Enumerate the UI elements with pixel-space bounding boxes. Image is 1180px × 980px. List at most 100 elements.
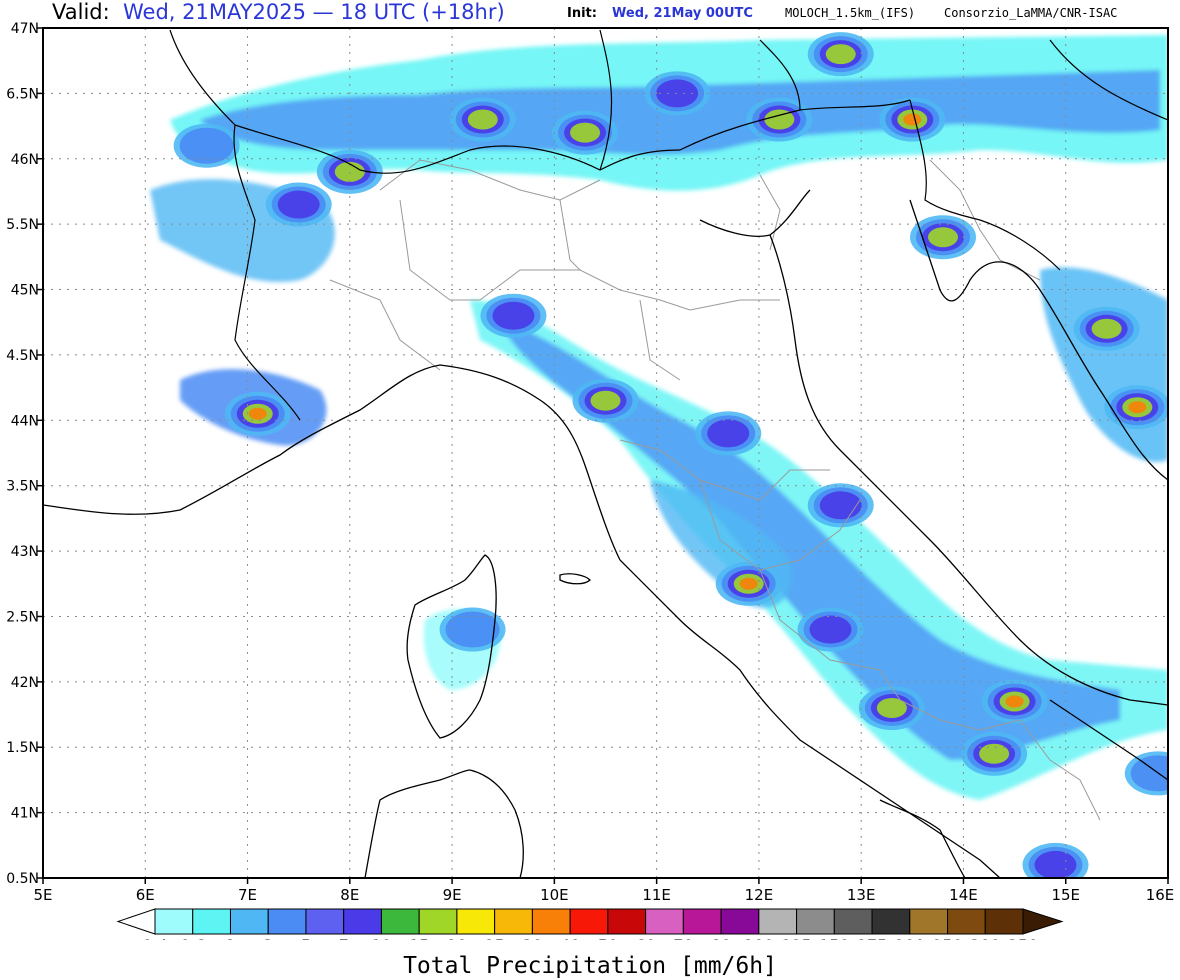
colorbar-swatch bbox=[305, 908, 345, 935]
colorbar-swatch bbox=[909, 908, 949, 935]
precip-cell bbox=[439, 607, 506, 652]
precip-contour bbox=[492, 301, 535, 330]
precip-cell bbox=[797, 607, 864, 652]
precip-cell bbox=[480, 293, 547, 338]
colorbar-swatch bbox=[833, 908, 873, 935]
colorbar-swatch bbox=[154, 908, 194, 935]
precip-cell bbox=[1104, 385, 1168, 430]
colorbar-label: 0.4 bbox=[142, 936, 167, 940]
colorbar-label: 175 bbox=[857, 936, 888, 940]
lat-tick-label: 5.5N bbox=[6, 217, 39, 233]
precip-contour bbox=[876, 698, 907, 718]
precip-cell bbox=[173, 123, 240, 168]
colorbar-max-arrow bbox=[1022, 908, 1064, 935]
colorbar-label: 100 bbox=[744, 936, 775, 940]
map-header: Valid: Wed, 21MAY2025 — 18 UTC (+18hr) I… bbox=[0, 0, 1180, 26]
precip-cell bbox=[644, 71, 711, 116]
precip-cell bbox=[981, 679, 1048, 724]
precip-contour bbox=[764, 109, 795, 130]
lat-tick-label: 0.5N bbox=[6, 871, 39, 887]
precip-contour bbox=[1005, 695, 1024, 708]
lat-tick-label: 46N bbox=[11, 152, 39, 168]
colorbar-min-arrow bbox=[116, 908, 156, 935]
colorbar-swatch bbox=[192, 908, 231, 935]
precip-cell bbox=[858, 686, 925, 730]
precipitation-cells bbox=[173, 32, 1168, 878]
precip-contour bbox=[903, 113, 922, 126]
model-name: MOLOCH_1.5km_(IFS) bbox=[785, 6, 916, 20]
lat-tick-label: 2.5N bbox=[6, 609, 39, 625]
colorbar-label: 60 bbox=[635, 936, 655, 940]
precip-contour bbox=[928, 227, 958, 248]
lat-lon-grid bbox=[43, 28, 1168, 878]
lon-tick-label: 13E bbox=[847, 886, 876, 904]
coastlines bbox=[43, 189, 1168, 878]
lat-tick-label: 42N bbox=[11, 675, 39, 691]
lon-tick-label: 15E bbox=[1051, 886, 1080, 904]
precip-contour bbox=[825, 44, 856, 65]
colorbar-swatch bbox=[494, 908, 533, 935]
colorbar-label: 10 bbox=[371, 936, 391, 940]
precip-cell bbox=[316, 149, 383, 194]
longitude-axis: 5E 6E 7E 8E 9E 10E 11E 12E 13E 14E 15E 16E bbox=[33, 878, 1174, 904]
coast-istria-croatia bbox=[909, 199, 1168, 481]
lat-tick-label: 45N bbox=[11, 283, 39, 299]
precip-contour bbox=[445, 611, 500, 648]
colorbar-label: 0.6 bbox=[180, 936, 205, 940]
colorbar-label: 20 bbox=[447, 936, 467, 940]
colorbar-swatch bbox=[418, 908, 458, 935]
colorbar-label: 300 bbox=[970, 936, 1001, 940]
colorbar-swatch bbox=[645, 908, 684, 935]
colorbar-swatch bbox=[343, 908, 382, 935]
colorbar-label: 40 bbox=[560, 936, 580, 940]
lon-tick-label: 10E bbox=[540, 886, 569, 904]
precip-contour bbox=[707, 419, 750, 448]
border-austria-italy bbox=[679, 99, 911, 151]
credit-text: Consorzio_LaMMA/CNR-ISAC bbox=[944, 6, 1118, 20]
national-borders bbox=[169, 29, 1168, 421]
colorbar-label: 30 bbox=[522, 936, 542, 940]
precip-contour bbox=[467, 109, 498, 130]
precip-cell bbox=[1124, 751, 1168, 796]
valid-label: Valid: bbox=[52, 0, 110, 24]
coast-ligurian bbox=[43, 364, 621, 561]
precip-cell bbox=[1073, 306, 1140, 351]
lon-tick-label: 12E bbox=[745, 886, 774, 904]
precip-cell bbox=[1022, 842, 1089, 878]
precip-cell bbox=[961, 731, 1028, 776]
lon-tick-label: 6E bbox=[136, 886, 155, 904]
latitude-axis: 0.5N 41N 1.5N 42N 2.5N 43N 3.5N 44N 4.5N 45N 5.5N 4… bbox=[6, 21, 43, 887]
lon-tick-label: 5E bbox=[33, 886, 52, 904]
colorbar-swatch bbox=[531, 908, 571, 935]
colorbar-swatch bbox=[267, 908, 307, 935]
colorbar-swatch bbox=[758, 908, 798, 935]
colorbar-swatch bbox=[456, 908, 496, 935]
border-slovenia bbox=[909, 99, 1061, 271]
lat-tick-label: 3.5N bbox=[6, 479, 39, 495]
colorbar-label: 150 bbox=[819, 936, 850, 940]
precip-cell bbox=[807, 32, 874, 77]
colorbar-swatch bbox=[682, 908, 722, 935]
precip-contour bbox=[1128, 401, 1147, 414]
precip-cell bbox=[449, 97, 516, 142]
lon-tick-label: 9E bbox=[443, 886, 462, 904]
precipitation-map: 5E 6E 7E 8E 9E 10E 11E 12E 13E 14E 15E 16E 0.5N 41N 1… bbox=[6, 21, 1174, 940]
border-swiss-north bbox=[169, 29, 613, 171]
plot-frame bbox=[42, 27, 1169, 879]
precip-contour bbox=[819, 491, 862, 520]
lat-tick-label: 4.5N bbox=[6, 348, 39, 364]
colorbar-label: 1 bbox=[225, 936, 235, 940]
precip-contour bbox=[739, 577, 758, 590]
colorbar-swatch bbox=[871, 908, 911, 935]
precip-cell bbox=[572, 378, 639, 423]
precip-cell bbox=[552, 110, 619, 155]
lat-tick-label: 1.5N bbox=[6, 740, 39, 756]
precip-contour bbox=[1034, 850, 1077, 878]
colorbar-label: 25 bbox=[484, 936, 504, 940]
border-swiss-italy bbox=[234, 124, 681, 174]
precip-band-apennines-core bbox=[500, 320, 1120, 760]
colorbar-swatch bbox=[796, 908, 835, 935]
precip-contour bbox=[590, 390, 621, 411]
init-label: Init: bbox=[567, 6, 597, 21]
colorbar-label: 350 bbox=[1008, 936, 1039, 940]
